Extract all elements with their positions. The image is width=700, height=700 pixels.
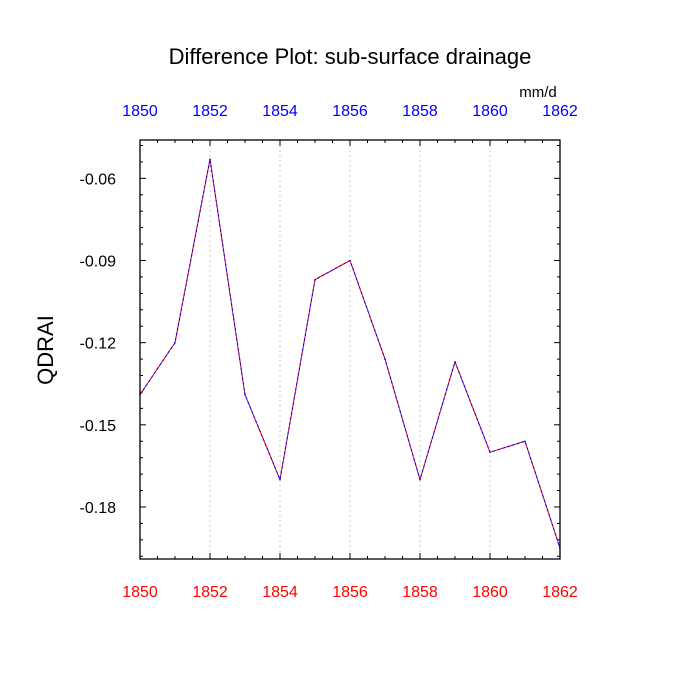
- y-tick-label: -0.18: [80, 500, 117, 517]
- x-tick-label-bottom: 1862: [542, 584, 578, 601]
- data-point: [384, 358, 386, 360]
- x-tick-label-top: 1858: [402, 103, 438, 120]
- y-tick-label: -0.06: [80, 171, 117, 188]
- y-tick-label: -0.12: [80, 336, 117, 353]
- series: [139, 158, 561, 549]
- plot-frame: [139, 139, 561, 560]
- data-point: [314, 278, 316, 281]
- x-tick-label-top: 1852: [192, 103, 228, 120]
- data-point: [244, 393, 246, 396]
- x-tick-label-bottom: 1858: [402, 584, 438, 601]
- data-point: [454, 361, 456, 363]
- x-tick-label-bottom: 1860: [472, 584, 508, 601]
- x-tick-label-top: 1854: [262, 103, 298, 120]
- tick-labels: 1850 1850 1852 1852 1854 1854 1856 1856 1858 1858…: [80, 103, 578, 601]
- y-tick-label: -0.15: [80, 418, 117, 435]
- x-tick-label-top: 1862: [542, 103, 578, 120]
- data-point: [524, 440, 526, 443]
- data-point: [174, 341, 176, 344]
- data-point: [209, 158, 211, 160]
- series-line-base: [139, 158, 561, 549]
- x-tick-label-bottom: 1854: [262, 584, 298, 601]
- data-point: [279, 478, 281, 481]
- series-line-dashed: [139, 158, 561, 549]
- data-point: [419, 478, 421, 481]
- units-label: mm/d: [519, 84, 557, 101]
- x-tick-label-top: 1850: [122, 103, 158, 120]
- chart-title: Difference Plot: sub-surface drainage: [169, 44, 532, 69]
- data-point: [489, 451, 491, 453]
- x-tick-label-bottom: 1850: [122, 584, 158, 601]
- data-point: [349, 259, 351, 262]
- grid: [209, 140, 491, 559]
- y-tick-label: -0.09: [80, 253, 117, 270]
- x-tick-label-top: 1860: [472, 103, 508, 120]
- x-tick-label-bottom: 1852: [192, 584, 228, 601]
- y-axis-label: QDRAI: [33, 315, 58, 385]
- x-tick-label-bottom: 1856: [332, 584, 368, 601]
- x-tick-label-top: 1856: [332, 103, 368, 120]
